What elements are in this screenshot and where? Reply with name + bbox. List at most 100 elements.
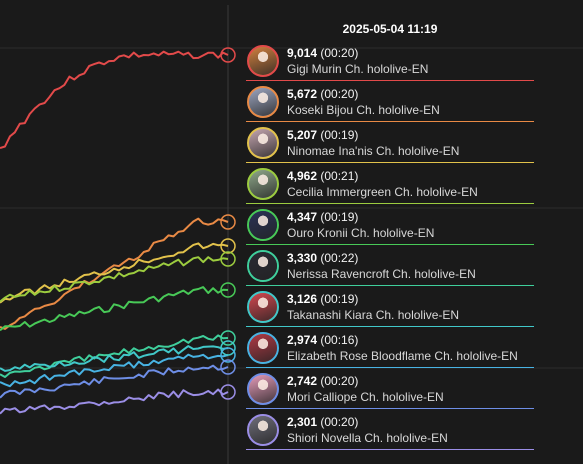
avatar-image	[249, 375, 277, 403]
avatar	[247, 414, 279, 446]
chart-grid	[0, 5, 583, 464]
channel-name: Gigi Murin Ch. hololive-EN	[287, 62, 429, 76]
series-end-marker	[220, 347, 236, 363]
series-end-marker	[220, 340, 236, 356]
channel-name: Ninomae Ina'nis Ch. hololive-EN	[287, 144, 460, 158]
series-end-marker	[220, 251, 236, 267]
legend-stats: 3,330 (00:22)	[287, 251, 358, 265]
avatar-image	[249, 416, 277, 444]
series-end-marker	[220, 47, 236, 63]
avatar-image	[249, 47, 277, 75]
legend-item[interactable]: 4,962 (00:21) Cecilia Immergreen Ch. holo…	[246, 166, 534, 204]
viewer-count: 4,962	[287, 169, 318, 183]
legend-item[interactable]: 4,347 (00:19) Ouro Kronii Ch. hololive-EN	[246, 207, 534, 245]
viewer-count: 5,207	[287, 128, 318, 142]
avatar-image	[249, 170, 277, 198]
viewer-count: 2,742	[287, 374, 318, 388]
avatar	[247, 45, 279, 77]
viewer-count: 3,126	[287, 292, 318, 306]
viewer-count: 5,672	[287, 87, 318, 101]
channel-name: Elizabeth Rose Bloodflame Ch. hololive-E…	[287, 349, 518, 363]
stream-duration: (00:21)	[320, 169, 359, 183]
legend-stats: 2,301 (00:20)	[287, 415, 358, 429]
stream-duration: (00:19)	[320, 292, 359, 306]
legend-underline	[246, 285, 534, 286]
legend-underline	[246, 162, 534, 163]
series-end-marker	[220, 214, 236, 230]
avatar	[247, 127, 279, 159]
series-line	[0, 345, 229, 372]
avatar-image	[249, 252, 277, 280]
stream-duration: (00:19)	[320, 210, 359, 224]
viewer-count: 2,974	[287, 333, 318, 347]
avatar-image	[249, 129, 277, 157]
series-line	[0, 242, 229, 304]
stream-duration: (00:22)	[320, 251, 359, 265]
legend-item[interactable]: 9,014 (00:20) Gigi Murin Ch. hololive-EN	[246, 43, 534, 81]
legend-stats: 9,014 (00:20)	[287, 46, 358, 60]
avatar-image	[249, 88, 277, 116]
chart-end-markers	[220, 47, 236, 400]
series-line	[0, 353, 229, 388]
legend-underline	[246, 449, 534, 450]
avatar	[247, 168, 279, 200]
legend-underline	[246, 121, 534, 122]
series-line	[0, 286, 229, 332]
stream-duration: (00:20)	[320, 46, 359, 60]
legend-underline	[246, 80, 534, 81]
series-line	[0, 256, 229, 303]
series-end-marker	[220, 282, 236, 298]
legend-stats: 4,962 (00:21)	[287, 169, 358, 183]
channel-name: Takanashi Kiara Ch. hololive-EN	[287, 308, 460, 322]
viewer-count: 2,301	[287, 415, 318, 429]
avatar	[247, 291, 279, 323]
stream-duration: (00:20)	[320, 374, 359, 388]
legend-underline	[246, 203, 534, 204]
legend-underline	[246, 326, 534, 327]
series-end-marker	[220, 359, 236, 375]
legend-underline	[246, 244, 534, 245]
avatar	[247, 250, 279, 282]
legend-stats: 2,974 (00:16)	[287, 333, 358, 347]
series-line	[0, 364, 229, 399]
legend-item[interactable]: 2,974 (00:16) Elizabeth Rose Bloodflame C…	[246, 330, 534, 368]
series-end-marker	[220, 238, 236, 254]
legend-item[interactable]: 2,742 (00:20) Mori Calliope Ch. hololive-…	[246, 371, 534, 409]
stream-duration: (00:19)	[320, 128, 359, 142]
chart-timestamp: 2025-05-04 11:19	[342, 22, 438, 36]
stream-duration: (00:20)	[320, 87, 359, 101]
channel-name: Shiori Novella Ch. hololive-EN	[287, 431, 448, 445]
avatar	[247, 86, 279, 118]
legend-stats: 3,126 (00:19)	[287, 292, 358, 306]
stream-duration: (00:16)	[320, 333, 359, 347]
series-line	[0, 334, 229, 378]
channel-name: Nerissa Ravencroft Ch. hololive-EN	[287, 267, 476, 281]
legend-item[interactable]: 5,207 (00:19) Ninomae Ina'nis Ch. hololiv…	[246, 125, 534, 163]
series-line	[0, 217, 229, 330]
channel-name: Mori Calliope Ch. hololive-EN	[287, 390, 444, 404]
legend-item[interactable]: 3,126 (00:19) Takanashi Kiara Ch. hololiv…	[246, 289, 534, 327]
avatar-image	[249, 334, 277, 362]
legend-stats: 2,742 (00:20)	[287, 374, 358, 388]
legend-stats: 4,347 (00:19)	[287, 210, 358, 224]
viewer-count: 3,330	[287, 251, 318, 265]
avatar	[247, 373, 279, 405]
series-line	[0, 50, 229, 149]
legend-item[interactable]: 2,301 (00:20) Shiori Novella Ch. hololive…	[246, 412, 534, 450]
legend-stats: 5,672 (00:20)	[287, 87, 358, 101]
chart-series-lines	[0, 50, 229, 415]
viewer-count: 4,347	[287, 210, 318, 224]
avatar-image	[249, 211, 277, 239]
legend-item[interactable]: 3,330 (00:22) Nerissa Ravencroft Ch. holo…	[246, 248, 534, 286]
legend-item[interactable]: 5,672 (00:20) Koseki Bijou Ch. hololive-E…	[246, 84, 534, 122]
stream-duration: (00:20)	[320, 415, 359, 429]
avatar	[247, 209, 279, 241]
series-line	[0, 388, 229, 415]
series-end-marker	[220, 330, 236, 346]
channel-name: Ouro Kronii Ch. hololive-EN	[287, 226, 435, 240]
channel-name: Cecilia Immergreen Ch. hololive-EN	[287, 185, 478, 199]
legend-underline	[246, 367, 534, 368]
channel-name: Koseki Bijou Ch. hololive-EN	[287, 103, 440, 117]
viewer-count: 9,014	[287, 46, 318, 60]
